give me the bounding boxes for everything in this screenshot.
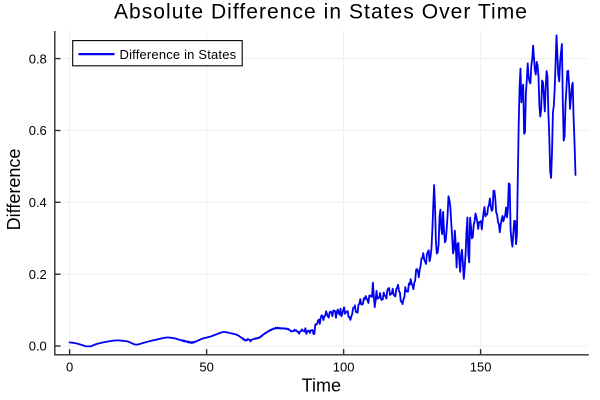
svg-text:0.0: 0.0: [29, 339, 47, 354]
svg-text:0.6: 0.6: [29, 123, 47, 138]
svg-text:150: 150: [470, 359, 492, 374]
svg-text:0.2: 0.2: [29, 267, 47, 282]
svg-text:0.4: 0.4: [29, 195, 47, 210]
svg-text:Absolute Difference in States: Absolute Difference in States Over Time: [114, 1, 528, 24]
svg-text:50: 50: [199, 359, 213, 374]
svg-text:Time: Time: [302, 376, 341, 396]
svg-text:Difference: Difference: [4, 149, 24, 231]
svg-text:Difference in States: Difference in States: [120, 47, 237, 62]
svg-text:100: 100: [333, 359, 355, 374]
svg-text:0: 0: [66, 359, 73, 374]
svg-text:0.8: 0.8: [29, 51, 47, 66]
